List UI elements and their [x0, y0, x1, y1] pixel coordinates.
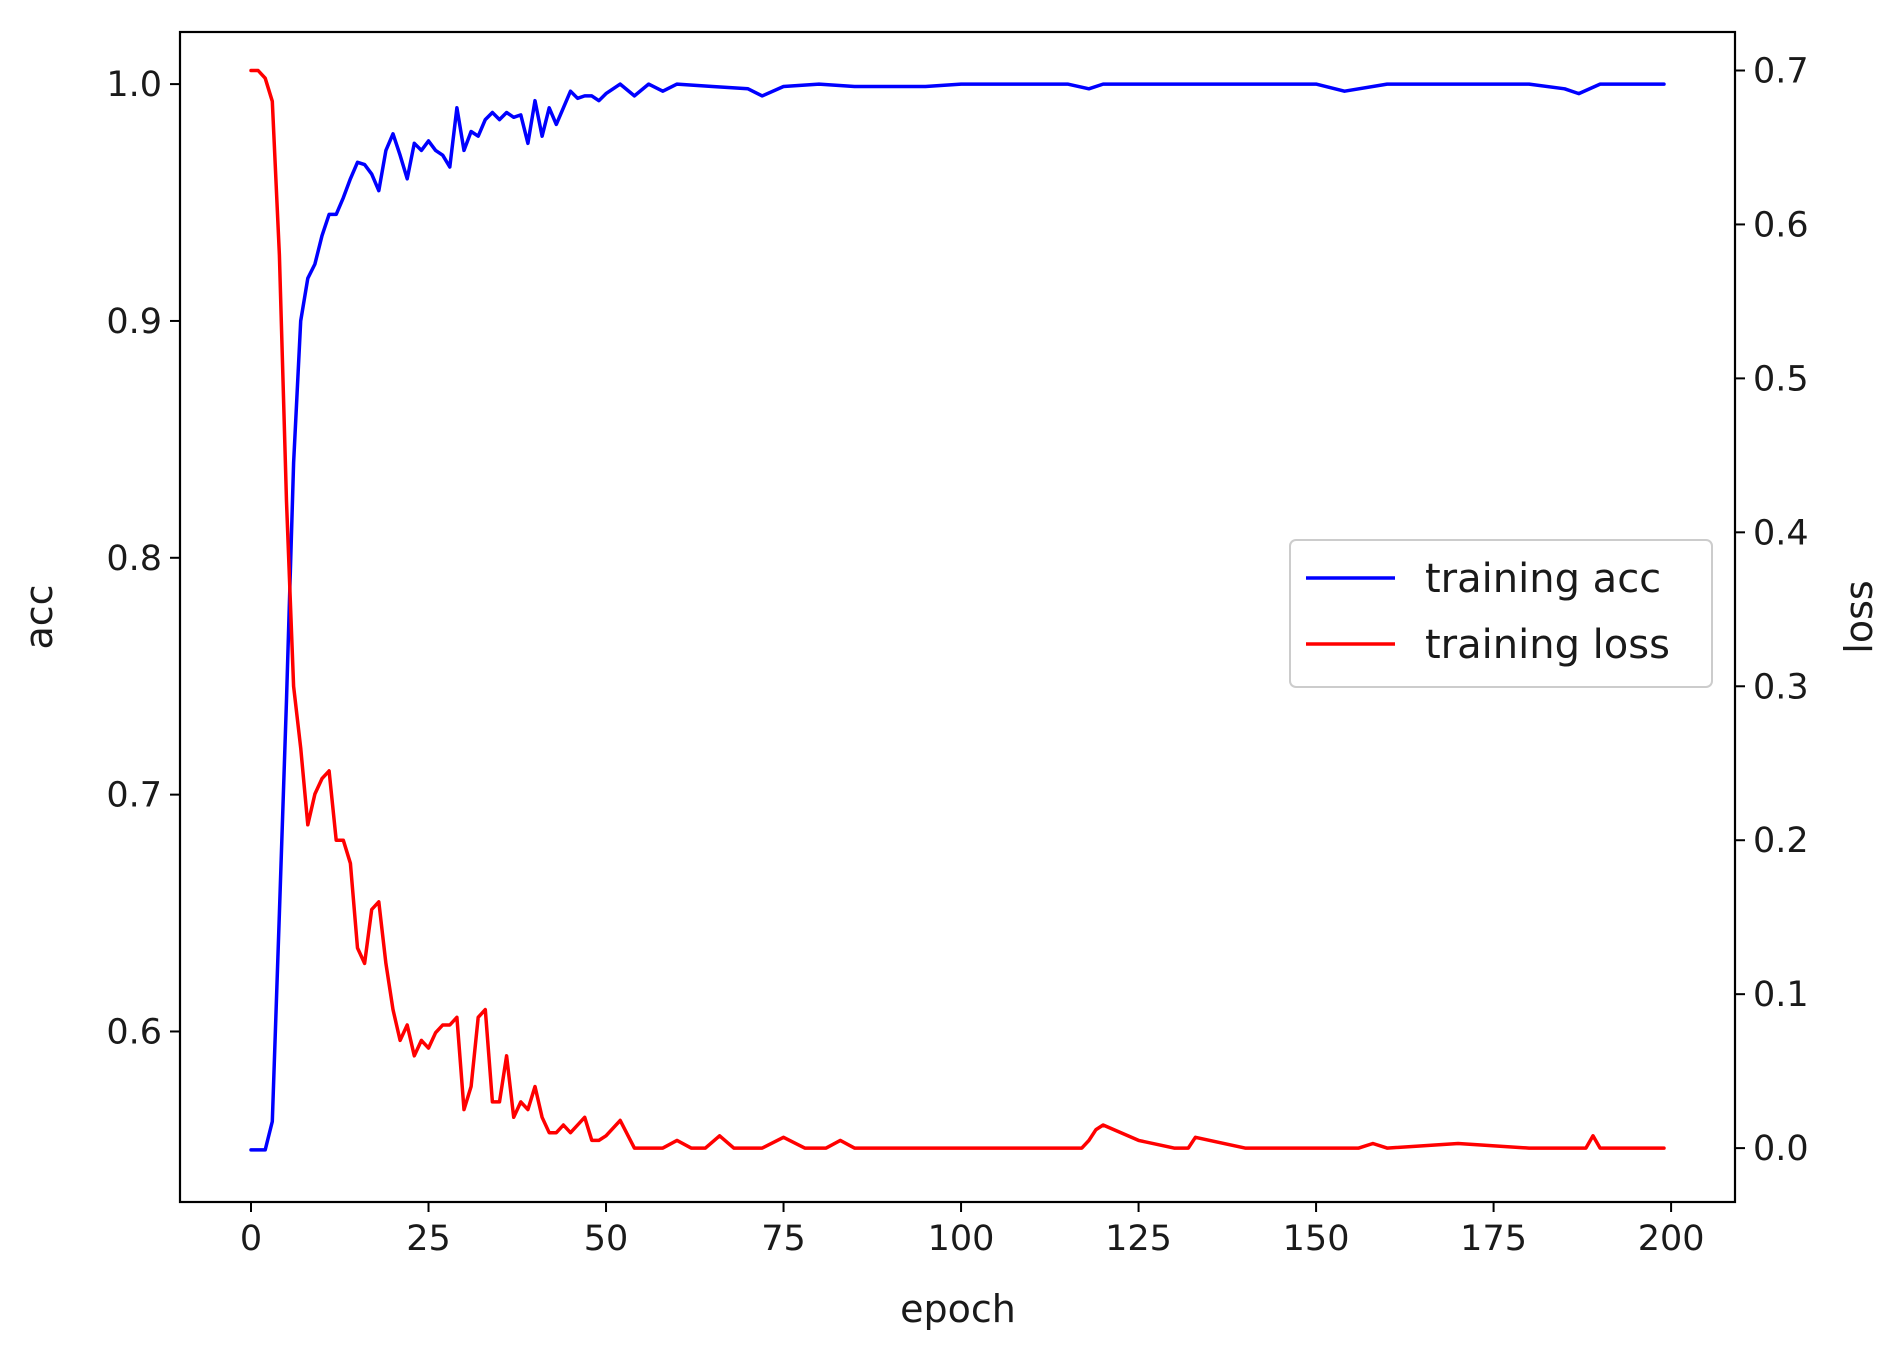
plot-frame [178, 30, 1737, 1204]
left-y-axis-ticks: 0.6 0.7 0.8 0.9 1.0 [106, 65, 180, 1052]
left-y-tick-label: 0.9 [106, 302, 162, 342]
right-y-tick-label: 0.4 [1753, 513, 1809, 553]
legend: training acc training loss [1289, 539, 1713, 688]
legend-label-training-acc: training acc [1425, 556, 1661, 602]
right-y-tick-label: 0.5 [1753, 359, 1809, 399]
left-y-tick-label: 0.8 [106, 539, 162, 579]
series-line-training-acc [249, 82, 1666, 1152]
plot-lines [249, 68, 1666, 1152]
legend-box [1289, 539, 1713, 688]
series-line-training-loss [249, 68, 1666, 1150]
x-tick-label: 200 [1638, 1219, 1705, 1259]
legend-label-training-loss: training loss [1425, 622, 1670, 668]
right-y-tick-label: 0.2 [1753, 821, 1809, 861]
x-axis-ticks: 0 25 50 75 100 125 150 175 200 [240, 1202, 1705, 1259]
right-y-tick-label: 0.6 [1753, 205, 1809, 245]
left-y-tick-label: 0.6 [106, 1012, 162, 1052]
x-tick-label: 75 [761, 1219, 806, 1259]
right-y-tick-label: 0.1 [1753, 975, 1809, 1015]
x-tick-label: 150 [1283, 1219, 1350, 1259]
x-tick-label: 125 [1105, 1219, 1172, 1259]
left-y-tick-label: 1.0 [106, 65, 162, 105]
right-y-axis-ticks: 0.0 0.1 0.2 0.3 0.4 0.5 0.6 0.7 [1735, 51, 1809, 1169]
right-y-axis-label: loss [1837, 580, 1881, 653]
x-tick-label: 100 [928, 1219, 995, 1259]
x-tick-label: 25 [406, 1219, 451, 1259]
left-y-tick-label: 0.7 [106, 776, 162, 816]
right-y-tick-label: 0.0 [1753, 1129, 1809, 1169]
right-y-tick-label: 0.7 [1753, 51, 1809, 91]
x-axis-label: epoch [900, 1287, 1016, 1331]
x-tick-label: 50 [584, 1219, 629, 1259]
x-tick-label: 0 [240, 1219, 262, 1259]
left-y-axis-label: acc [17, 584, 61, 649]
right-y-tick-label: 0.3 [1753, 667, 1809, 707]
x-tick-label: 175 [1460, 1219, 1527, 1259]
